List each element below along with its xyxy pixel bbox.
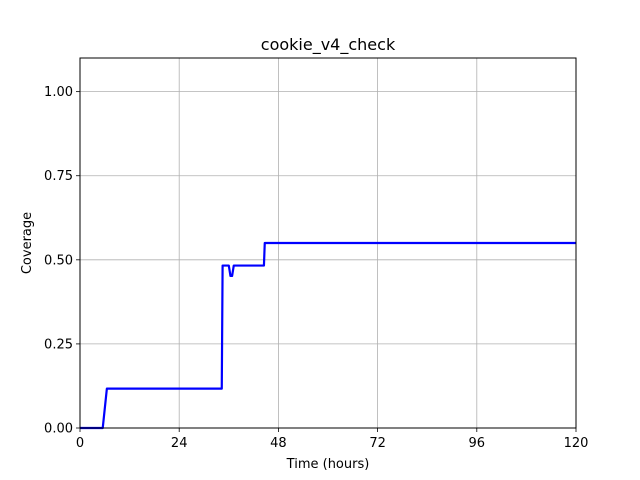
y-tick-label: 0.50 — [44, 253, 73, 268]
x-tick-label: 48 — [270, 436, 287, 451]
axis-ticks: 0 24 48 72 96 120 0.00 0.25 0.50 0.75 1.00 — [44, 85, 588, 451]
coverage-series-line — [80, 241, 576, 430]
x-tick-label: 0 — [76, 436, 84, 451]
x-tick-label: 96 — [469, 436, 486, 451]
x-tick-label: 120 — [564, 436, 589, 451]
y-tick-label: 0.00 — [44, 422, 73, 437]
y-axis-label: Coverage — [20, 212, 35, 274]
x-tick-label: 24 — [171, 436, 188, 451]
series-lines — [80, 241, 576, 430]
y-tick-label: 0.25 — [44, 337, 73, 352]
x-axis-label: Time (hours) — [286, 457, 370, 472]
plot-frame — [79, 57, 577, 429]
x-tick-label: 72 — [369, 436, 386, 451]
chart-title: cookie_v4_check — [261, 35, 396, 55]
y-tick-label: 0.75 — [44, 169, 73, 184]
y-tick-label: 1.00 — [44, 85, 73, 100]
